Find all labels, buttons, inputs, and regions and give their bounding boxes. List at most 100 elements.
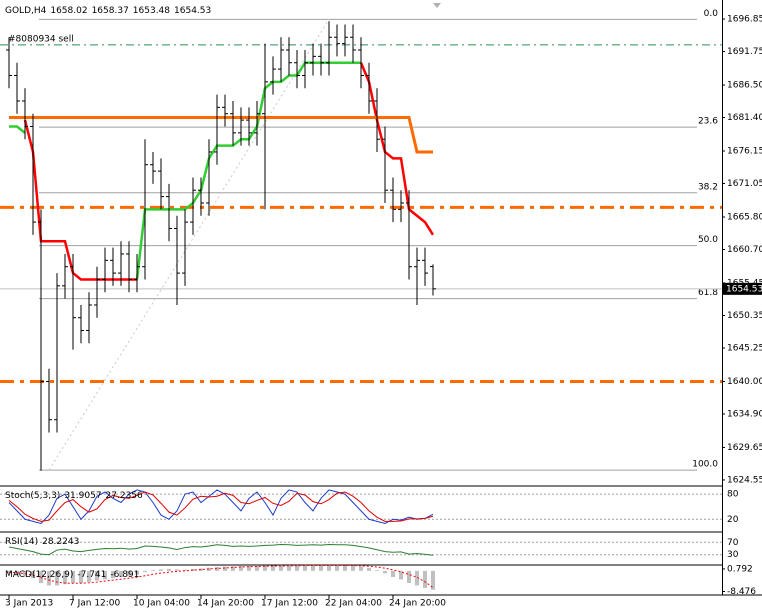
histogram-bar [263, 565, 267, 571]
y-tick-label: 1686.50 [727, 81, 762, 91]
fib-trend [48, 19, 330, 471]
x-tick-label: 17 Jan 12:00 [261, 599, 318, 609]
header-value: 1653.48 [133, 6, 170, 16]
histogram-bar [335, 565, 339, 571]
y-tick-label: 30 [727, 550, 739, 560]
y-tick-label: 1634.90 [727, 409, 762, 419]
histogram-bar [207, 567, 211, 571]
histogram-bar [87, 570, 91, 582]
histogram-bar [303, 565, 307, 571]
indicator-line [9, 116, 433, 154]
histogram-bar [327, 565, 331, 571]
histogram-bar [239, 566, 243, 571]
histogram-bar [151, 570, 155, 571]
histogram-bar [423, 570, 427, 588]
x-tick-label: 24 Jan 20:00 [389, 599, 446, 609]
histogram-bar [319, 565, 323, 571]
histogram-bar [247, 566, 251, 571]
histogram-bar [359, 566, 363, 571]
histogram-bar [95, 570, 99, 581]
histogram-bar [79, 570, 83, 584]
histogram-bar [271, 565, 275, 571]
indicator-line [8, 491, 434, 522]
y-tick-label: 1640.00 [727, 377, 762, 387]
header-value: -6.891 [110, 570, 139, 580]
histogram-bar [415, 570, 419, 586]
pane-header: RSI(14) 28.2243 [5, 537, 79, 547]
histogram-bar [383, 570, 387, 574]
histogram-bar [295, 565, 299, 571]
header-label: Stoch(5,3,3) [5, 491, 60, 501]
histogram-bar [215, 566, 219, 571]
histogram-bar [71, 570, 75, 584]
y-tick-label: 1645.25 [727, 343, 762, 353]
histogram-bar [111, 570, 115, 579]
histogram-bar [63, 570, 67, 585]
y-tick-label: 1696.85 [727, 15, 762, 25]
histogram-bar [7, 570, 11, 574]
indicator-line [8, 489, 434, 525]
fib-label: 0.0 [704, 9, 719, 19]
histogram-bar [287, 565, 291, 571]
header-value: 27.2356 [106, 491, 143, 501]
indicator-line [23, 62, 435, 281]
fib-label: 61.8 [698, 288, 718, 298]
histogram-bar [231, 566, 235, 571]
histogram-bar [255, 566, 259, 571]
histogram-bar [343, 565, 347, 571]
y-tick-label: 1650.35 [727, 311, 762, 321]
histogram-bar [183, 569, 187, 571]
pane-header: Stoch(5,3,3) 31.9057 27.2356 [5, 491, 143, 501]
histogram-bar [351, 565, 355, 571]
indicator-line [8, 543, 434, 556]
y-tick-label: 20 [727, 515, 739, 525]
x-tick-label: 14 Jan 20:00 [197, 599, 254, 609]
y-tick-label: 1671.05 [727, 179, 762, 189]
histogram-bar [431, 570, 435, 590]
y-tick-label: 1624.55 [727, 475, 762, 485]
shift-marker [433, 3, 441, 8]
histogram-bar [279, 565, 283, 571]
fib-label: 23.6 [698, 117, 718, 127]
histogram-bar [55, 570, 59, 586]
x-tick-label: 22 Jan 04:00 [325, 599, 382, 609]
y-tick-label: -8.476 [727, 587, 756, 597]
histogram-bar [39, 570, 43, 584]
histogram-bar [407, 570, 411, 584]
y-tick-label: 70 [727, 538, 739, 548]
histogram-bar [391, 570, 395, 577]
histogram-bar [199, 568, 203, 571]
fib-label: 100.0 [692, 460, 718, 470]
pane-header: GOLD,H4 1658.02 1658.37 1653.48 1654.53 [5, 6, 211, 16]
histogram-bar [223, 566, 227, 571]
fib-label: 50.0 [698, 235, 718, 245]
histogram-bar [143, 570, 147, 573]
y-tick-label: 1660.70 [727, 245, 762, 255]
histogram-bar [191, 568, 195, 571]
histogram-bar [135, 570, 139, 575]
histogram-bar [167, 568, 171, 571]
header-value: -7.741 [77, 570, 106, 580]
x-tick-label: 3 Jan 2013 [5, 599, 53, 609]
header-label: GOLD,H4 [5, 6, 47, 16]
histogram-bar [103, 570, 107, 580]
histogram-bar [367, 567, 371, 571]
histogram-bar [311, 565, 315, 571]
header-value: 1654.53 [174, 6, 211, 16]
y-tick-label: 1681.40 [727, 113, 762, 123]
y-tick-label: 1665.80 [727, 212, 762, 222]
header-label: RSI(14) [5, 537, 38, 547]
y-tick-label: 1691.75 [727, 47, 762, 57]
y-tick-label: 0.792 [727, 564, 753, 574]
price-label-box [723, 282, 762, 295]
pane-header: MACD(12,26,9) -7.741 -6.891 [5, 570, 139, 580]
y-tick-label: 1629.65 [727, 443, 762, 453]
histogram-bar [127, 570, 131, 576]
x-tick-label: 7 Jan 12:00 [69, 599, 121, 609]
price-label: 1654.53 [726, 284, 762, 294]
histogram-bar [399, 570, 403, 580]
header-value: 1658.37 [92, 6, 129, 16]
header-value: 1658.02 [50, 6, 87, 16]
